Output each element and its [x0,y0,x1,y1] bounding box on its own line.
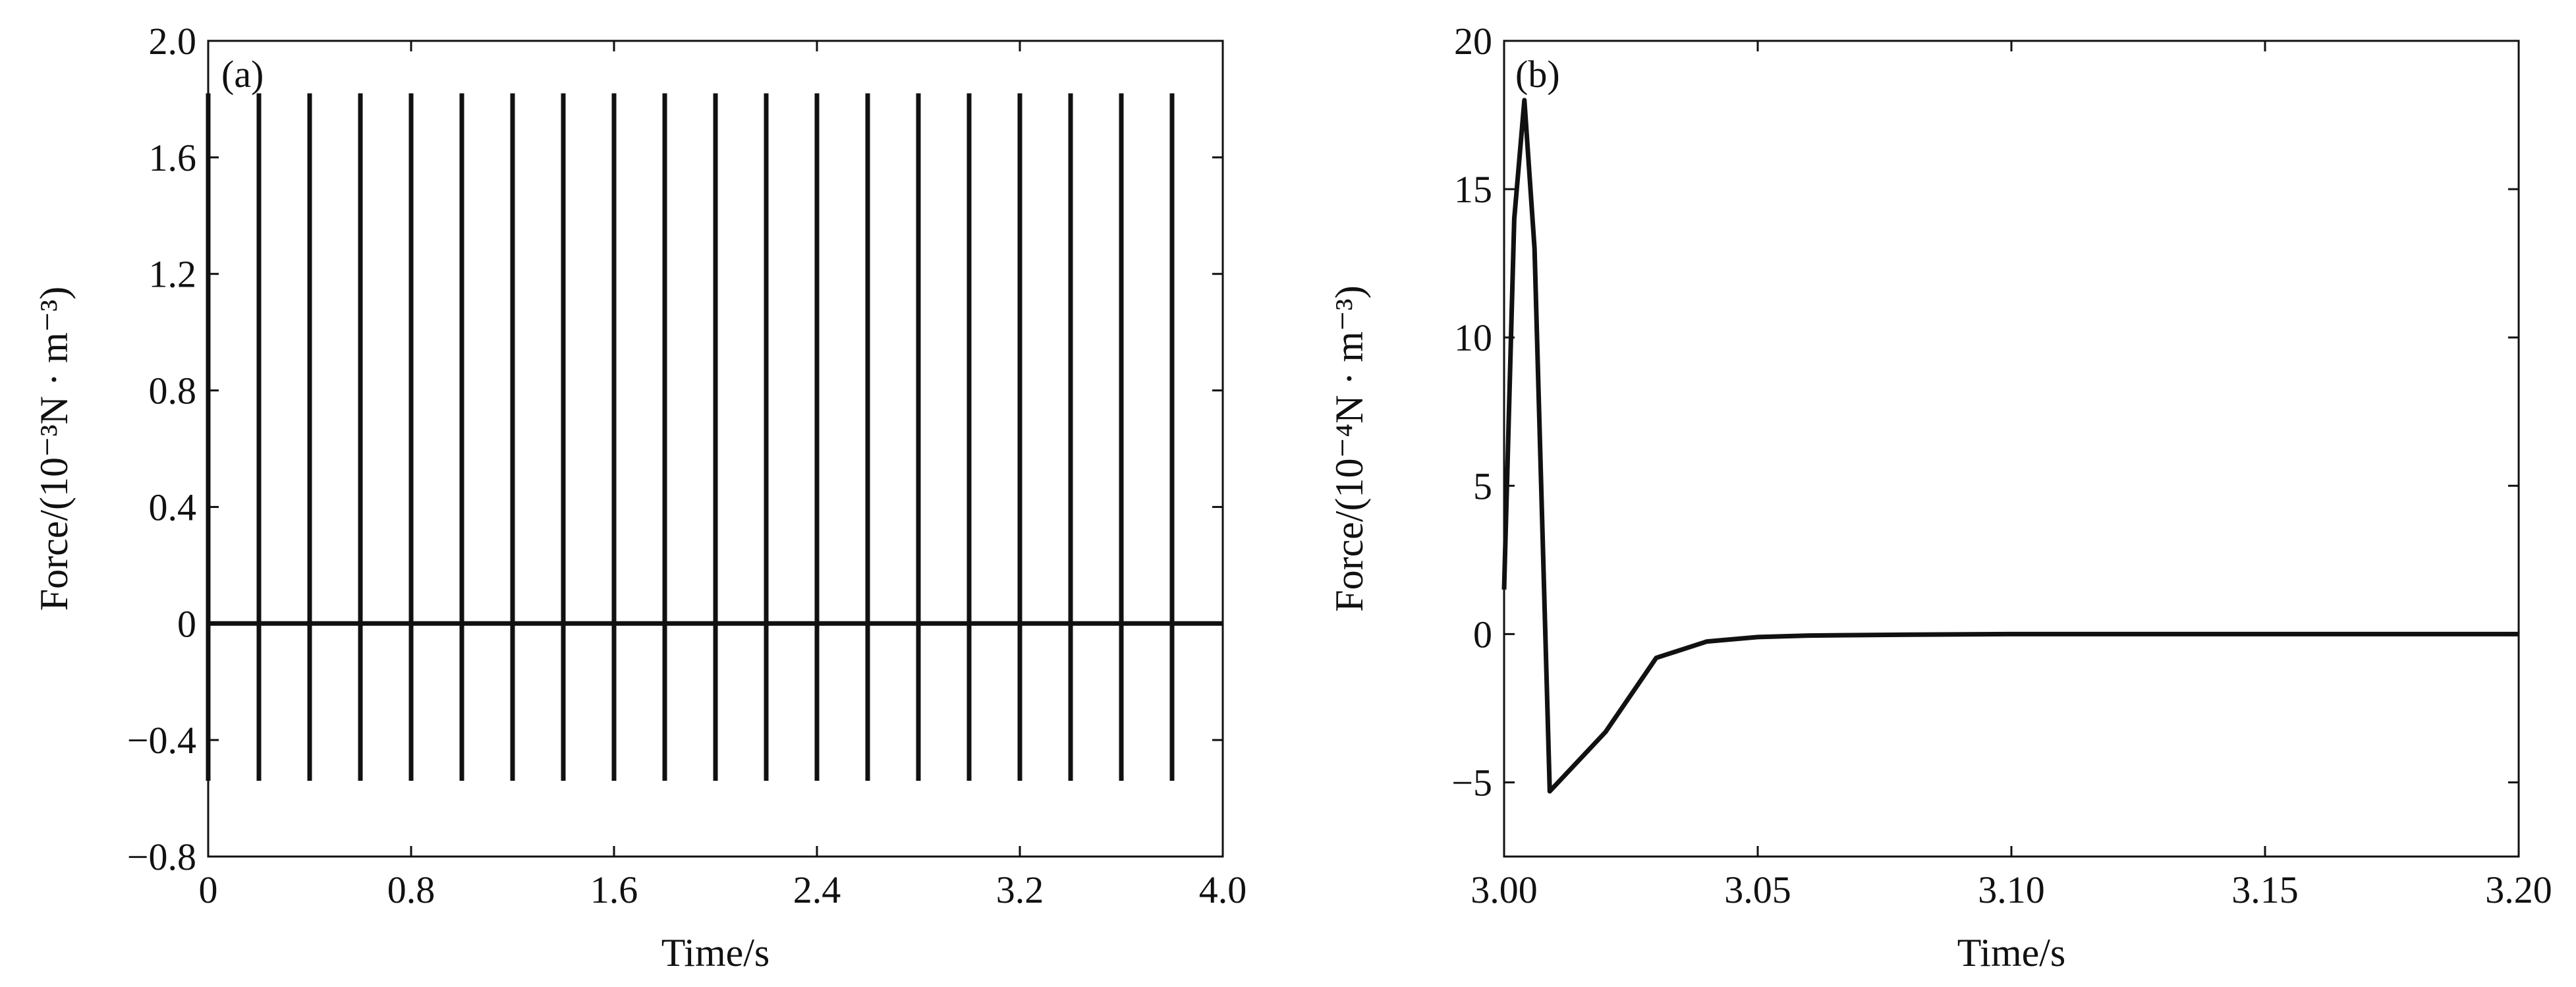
y-tick-label-b-1: 0 [1473,613,1492,656]
series-marks-b [1501,98,2519,794]
x-tick-label-b-1: 3.05 [1724,868,1791,911]
x-tick-label-a-0: 0 [199,868,218,911]
y-tick-label-b-5: 20 [1454,20,1492,63]
y-tick-label-b-3: 10 [1454,316,1492,359]
y-tick-label-a-7: 2.0 [149,20,197,63]
y-tick-label-b-4: 15 [1454,168,1492,211]
y-tick-label-a-4: 0.8 [149,370,197,412]
y-tick-label-b-0: −5 [1451,761,1492,804]
y-tick-label-b-2: 5 [1473,465,1492,507]
y-tick-label-a-0: −0.8 [127,835,196,878]
x-axis-title-b: Time/s [1957,931,2066,974]
y-tick-label-a-1: −0.4 [127,719,196,762]
y-tick-label-a-3: 0.4 [149,486,197,528]
y-axis-title-a: Force/(10⁻³N · m⁻³) [32,287,76,611]
x-tick-label-a-2: 1.6 [590,868,638,911]
x-tick-label-a-1: 0.8 [387,868,435,911]
x-tick-label-b-3: 3.15 [2231,868,2299,911]
y-tick-label-a-6: 1.6 [149,136,197,179]
force-series-line-b [1501,98,2519,794]
y-axis-title-b: Force/(10⁻⁴N · m⁻³) [1328,285,1371,611]
axis-ticks-b: 3.00 3.05 3.10 3.15 3.20 −5 0 5 10 15 20 [1451,20,2552,911]
x-tick-label-b-4: 3.20 [2485,868,2552,911]
y-tick-label-a-5: 1.2 [149,253,197,296]
x-axis-title-a: Time/s [661,931,770,974]
pulse-marks-a [206,93,1223,781]
panel-label-a: (a) [221,53,264,96]
chart-panel-a: 0 0.8 1.6 2.4 3.2 4.0 −0.8 −0.4 0 0.4 0.8 1.2 1.6 2.0… [32,20,1246,974]
x-tick-label-a-4: 3.2 [996,868,1044,911]
y-tick-label-a-2: 0 [177,602,196,645]
x-tick-label-b-0: 3.00 [1470,868,1538,911]
panel-label-b: (b) [1515,53,1560,96]
axis-ticks-a: 0 0.8 1.6 2.4 3.2 4.0 −0.8 −0.4 0 0.4 0.8 1.2 1.6 2.0 [127,20,1246,911]
plot-frame-b [1503,40,2520,858]
x-tick-label-b-2: 3.10 [1978,868,2045,911]
x-tick-label-a-5: 4.0 [1199,868,1247,911]
x-tick-label-a-3: 2.4 [793,868,841,911]
chart-panel-b: 3.00 3.05 3.10 3.15 3.20 −5 0 5 10 15 20 (b) Time/… [1328,20,2552,974]
